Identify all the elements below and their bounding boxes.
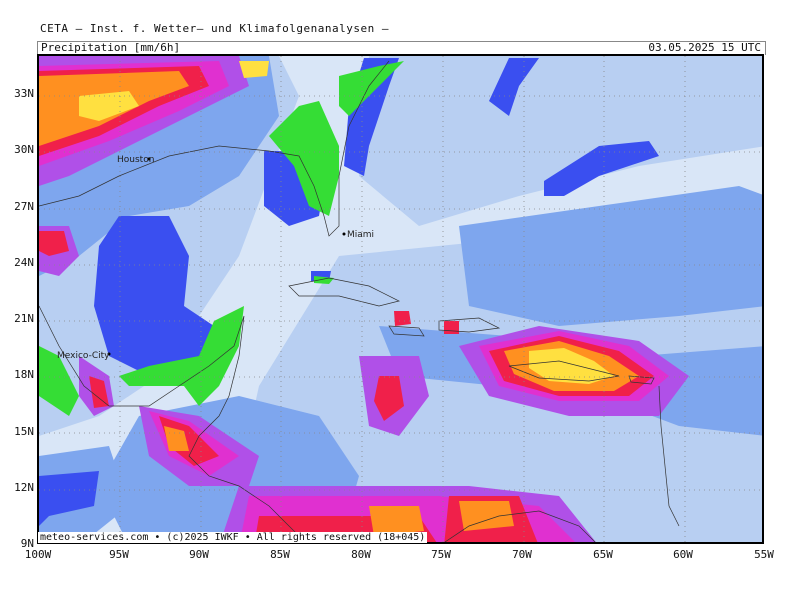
- lat-tick-label: 9N: [20, 537, 34, 550]
- lon-tick-label: 90W: [189, 548, 209, 561]
- model-title: CETA – Inst. f. Wetter– und Klimafolgena…: [40, 22, 390, 35]
- lon-tick-label: 55W: [754, 548, 774, 561]
- mexico-city-marker: [107, 352, 111, 356]
- copyright-note: meteo-services.com • (c)2025 IWKF • All …: [38, 532, 428, 543]
- lat-tick-label: 27N: [14, 200, 34, 213]
- lat-tick-label: 18N: [14, 368, 34, 381]
- map-canvas: Houston Miami Mexico-City: [39, 56, 762, 542]
- parameter-label: Precipitation [mm/6h]: [41, 41, 181, 54]
- lon-tick-label: 60W: [673, 548, 693, 561]
- header-bar: Precipitation [mm/6h] 03.05.2025 15 UTC: [37, 41, 766, 55]
- green-areas: [39, 61, 404, 416]
- precipitation-map: Houston Miami Mexico-City: [37, 54, 764, 544]
- valid-time: 03.05.2025 15 UTC: [648, 41, 761, 54]
- lon-tick-label: 65W: [593, 548, 613, 561]
- lon-tick-label: 75W: [431, 548, 451, 561]
- city-label-miami: Miami: [347, 230, 374, 240]
- lon-tick-label: 85W: [270, 548, 290, 561]
- lat-tick-label: 33N: [14, 87, 34, 100]
- city-label-mexico-city: Mexico-City: [57, 351, 110, 361]
- lat-tick-label: 15N: [14, 425, 34, 438]
- lon-tick-label: 80W: [351, 548, 371, 561]
- lon-tick-label: 95W: [109, 548, 129, 561]
- extreme-precip-yellow: [79, 61, 614, 384]
- graticule: [39, 56, 762, 542]
- lon-tick-label: 70W: [512, 548, 532, 561]
- lat-tick-label: 12N: [14, 481, 34, 494]
- lat-tick-label: 24N: [14, 256, 34, 269]
- lat-tick-label: 21N: [14, 312, 34, 325]
- miami-marker: [342, 232, 346, 236]
- city-label-houston: Houston: [117, 155, 154, 165]
- lat-tick-label: 30N: [14, 143, 34, 156]
- lon-tick-label: 100W: [24, 548, 52, 561]
- houston-marker: [147, 157, 151, 161]
- coastlines: [39, 60, 680, 542]
- city-markers: Houston Miami Mexico-City: [57, 155, 374, 361]
